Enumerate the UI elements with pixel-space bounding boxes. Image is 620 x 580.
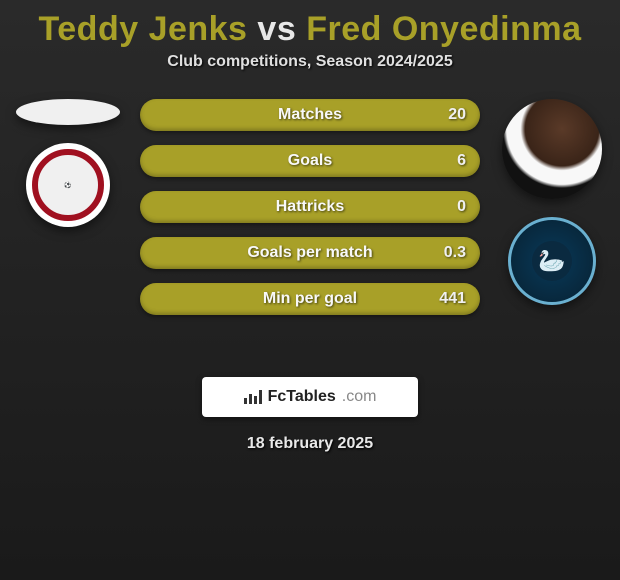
stat-bar: Min per goal 441 [140, 283, 480, 315]
stat-label: Min per goal [263, 290, 357, 308]
brand-name: FcTables [268, 388, 336, 406]
brand-badge: FcTables .com [202, 377, 418, 417]
stat-value-right: 20 [448, 106, 466, 124]
stat-label: Goals per match [247, 244, 372, 262]
stat-value-right: 6 [457, 152, 466, 170]
title-player2: Fred Onyedinma [306, 10, 581, 48]
bar-chart-icon [244, 390, 262, 404]
comparison-stage: ⚽ Matches 20 Goals 6 Hattricks 0 Goals p… [0, 99, 620, 359]
title-player1: Teddy Jenks [39, 10, 248, 48]
stat-value-right: 0 [457, 198, 466, 216]
right-column: 🦢 [492, 99, 612, 305]
stat-bar: Goals per match 0.3 [140, 237, 480, 269]
subtitle: Club competitions, Season 2024/2025 [0, 53, 620, 71]
page-title: Teddy Jenks vs Fred Onyedinma [0, 0, 620, 53]
stat-bars: Matches 20 Goals 6 Hattricks 0 Goals per… [140, 99, 480, 315]
player2-club-badge: 🦢 [508, 217, 596, 305]
stat-label: Hattricks [276, 198, 344, 216]
wycombe-badge-icon: 🦢 [532, 241, 572, 281]
title-vs: vs [257, 10, 296, 48]
stat-bar: Goals 6 [140, 145, 480, 177]
stat-label: Goals [288, 152, 332, 170]
stat-value-right: 0.3 [444, 244, 466, 262]
stat-label: Matches [278, 106, 342, 124]
stat-value-right: 441 [439, 290, 466, 308]
player2-avatar [502, 99, 602, 199]
stat-bar: Hattricks 0 [140, 191, 480, 223]
brand-suffix: .com [342, 388, 377, 406]
left-column: ⚽ [8, 99, 128, 227]
stat-bar: Matches 20 [140, 99, 480, 131]
player1-club-badge: ⚽ [26, 143, 110, 227]
date-text: 18 february 2025 [0, 435, 620, 453]
player1-avatar [16, 99, 120, 125]
crawley-badge-icon: ⚽ [32, 149, 104, 221]
